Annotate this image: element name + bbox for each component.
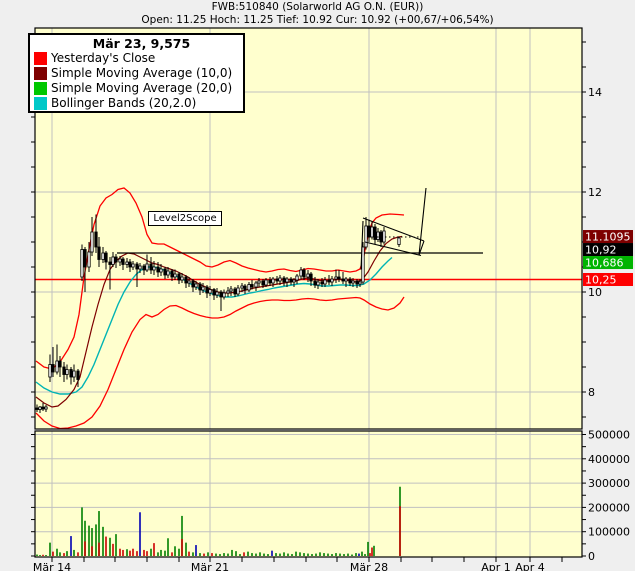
price-flag-10-25: 10,25 bbox=[585, 274, 617, 287]
chart-header: FWB:510840 (Solarworld AG O.N. (EUR)) Op… bbox=[0, 1, 635, 27]
legend-swatch bbox=[34, 82, 47, 95]
pole-line bbox=[360, 220, 364, 270]
legend-title: Mär 23, 9,575 bbox=[92, 36, 191, 51]
volume-bars-layer bbox=[36, 486, 401, 556]
svg-text:100000: 100000 bbox=[588, 526, 630, 539]
candles-layer bbox=[35, 214, 401, 413]
svg-text:14: 14 bbox=[588, 86, 602, 99]
legend-item-label: Simple Moving Average (20,0) bbox=[51, 81, 233, 95]
legend-item-label: Bollinger Bands (20,2.0) bbox=[51, 96, 197, 110]
axes: 8 10 12 14 0 100000 200000 300000 400000 500000 Mä… bbox=[31, 41, 630, 571]
instrument-title: FWB:510840 (Solarworld AG O.N. (EUR)) bbox=[211, 1, 424, 13]
legend-item: Bollinger Bands (20,2.0) bbox=[30, 96, 243, 111]
breakout-line bbox=[418, 187, 427, 256]
time-axis-label: Mär 21 bbox=[191, 561, 229, 571]
legend-item: Simple Moving Average (10,0) bbox=[30, 66, 243, 81]
pane-frames bbox=[34, 27, 583, 558]
bollinger-lower-line bbox=[35, 296, 405, 429]
legend-item: Yesterday's Close bbox=[30, 51, 243, 66]
svg-text:10: 10 bbox=[588, 286, 602, 299]
svg-text:200000: 200000 bbox=[588, 501, 630, 514]
svg-text:12: 12 bbox=[588, 186, 602, 199]
time-axis-label: Apr 4 bbox=[515, 561, 545, 571]
watermark-label: Level2Scope bbox=[148, 211, 222, 226]
legend-item-label: Yesterday's Close bbox=[51, 51, 156, 65]
legend-item: Simple Moving Average (20,0) bbox=[30, 81, 243, 96]
svg-text:400000: 400000 bbox=[588, 453, 630, 466]
time-axis-label: Mär 28 bbox=[350, 561, 388, 571]
ohlc-subtitle: Open: 11.25 Hoch: 11.25 Tief: 10.92 Cur:… bbox=[141, 14, 494, 26]
legend-rows: Yesterday's Close Simple Moving Average (… bbox=[30, 51, 243, 111]
price-flag-10-686: 10,686 bbox=[585, 257, 624, 270]
legend-swatch bbox=[34, 52, 47, 65]
legend-item-label: Simple Moving Average (10,0) bbox=[51, 66, 233, 80]
svg-text:300000: 300000 bbox=[588, 477, 630, 490]
svg-text:0: 0 bbox=[588, 550, 595, 563]
svg-text:500000: 500000 bbox=[588, 429, 630, 442]
price-flag-10-92: 10,92 bbox=[585, 244, 617, 257]
legend-swatch bbox=[34, 97, 47, 110]
flag-bottom-line bbox=[364, 241, 422, 257]
bollinger-upper-line bbox=[35, 187, 405, 370]
svg-text:8: 8 bbox=[588, 386, 595, 399]
legend-swatch bbox=[34, 67, 47, 80]
flag-right-line bbox=[418, 240, 425, 256]
time-axis-label: Mär 14 bbox=[33, 561, 71, 571]
chart-legend: Mär 23, 9,575 Yesterday's Close Simple Mo… bbox=[28, 33, 245, 113]
time-axis-label: Apr 1 bbox=[481, 561, 511, 571]
flag-breakout-annotation bbox=[360, 187, 427, 270]
price-flag-11-1095: 11.1095 bbox=[585, 231, 631, 244]
